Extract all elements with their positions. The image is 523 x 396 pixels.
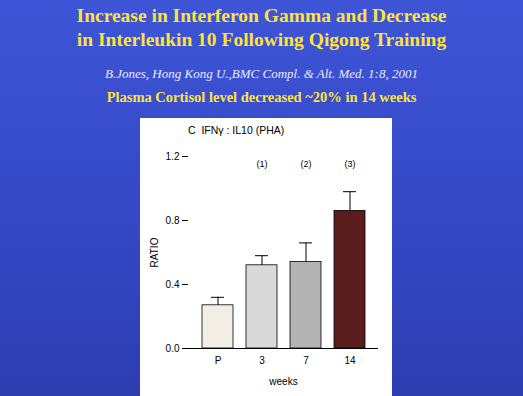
svg-text:1.2: 1.2 — [166, 151, 180, 162]
html-text:Plasma Cortisol level decrease: Plasma Cortisol level decreased ~20% in … — [106, 89, 417, 105]
svg-text:7: 7 — [303, 355, 309, 366]
html-text:in Interleukin 10 Following Qi: in Interleukin 10 Following Qigong Train… — [76, 29, 447, 50]
html-text:C IFNγ : IL10 (PHA): C IFNγ : IL10 (PHA) — [188, 124, 285, 136]
svg-text:P: P — [215, 355, 222, 366]
svg-text:3: 3 — [259, 355, 265, 366]
svg-text:14: 14 — [344, 355, 356, 366]
svg-text:weeks: weeks — [268, 376, 297, 387]
svg-text:(1): (1) — [257, 159, 268, 169]
html-text:Increase in Interferon Gamma a: Increase in Interferon Gamma and Decreas… — [76, 5, 447, 26]
svg-text:0.0: 0.0 — [166, 343, 180, 354]
svg-text:(3): (3) — [345, 159, 356, 169]
html-text:B.Jones, Hong Kong U.,BMC Comp: B.Jones, Hong Kong U.,BMC Compl. & Alt. … — [105, 66, 418, 81]
svg-text:RATIO: RATIO — [149, 237, 160, 267]
svg-text:0.8: 0.8 — [166, 215, 180, 226]
svg-text:0.4: 0.4 — [166, 279, 180, 290]
svg-text:(2): (2) — [301, 159, 312, 169]
